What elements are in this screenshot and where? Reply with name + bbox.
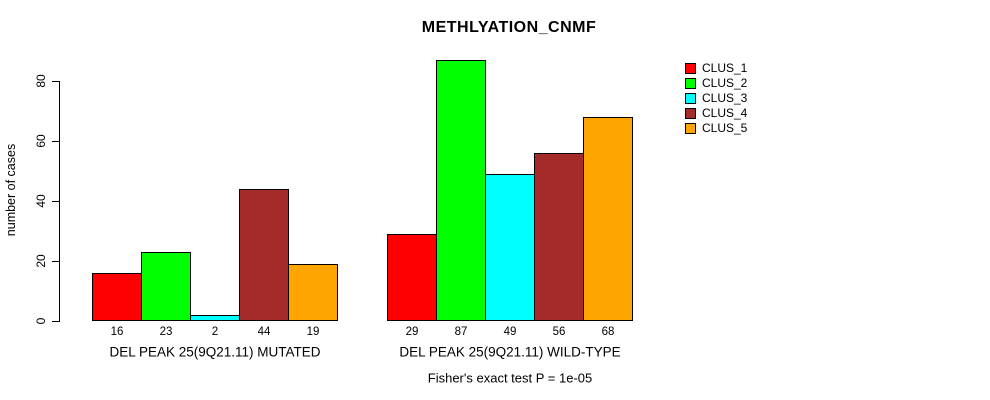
y-tick xyxy=(52,321,59,322)
y-tick-label: 60 xyxy=(34,134,48,148)
bar-value-label: 23 xyxy=(159,326,173,338)
bar-clus_3-group1 xyxy=(190,315,240,321)
bar-clus_1-group1 xyxy=(92,273,142,321)
y-tick xyxy=(52,81,59,82)
bar-value-label: 68 xyxy=(601,326,615,338)
legend-item-clus_5: CLUS_5 xyxy=(685,121,747,136)
x-group-label: DEL PEAK 25(9Q21.11) MUTATED xyxy=(109,344,321,360)
y-tick xyxy=(52,201,59,202)
y-tick-label: 0 xyxy=(34,317,48,325)
bar-clus_3-group2 xyxy=(485,174,535,321)
stat-annotation: Fisher's exact test P = 1e-05 xyxy=(427,370,593,386)
x-group-label: DEL PEAK 25(9Q21.11) WILD-TYPE xyxy=(399,344,621,360)
legend-label: CLUS_5 xyxy=(702,121,748,135)
legend-label: CLUS_3 xyxy=(702,91,748,105)
bar-value-label: 56 xyxy=(552,326,566,338)
bar-value-label: 2 xyxy=(211,326,219,338)
y-tick xyxy=(52,141,59,142)
y-tick xyxy=(52,261,59,262)
chart-title: METHLYATION_CNMF xyxy=(421,19,597,36)
legend-label: CLUS_1 xyxy=(702,61,748,75)
legend-label: CLUS_2 xyxy=(702,76,748,90)
bar-clus_5-group2 xyxy=(583,117,633,321)
legend-swatch-clus_4 xyxy=(685,108,696,119)
legend-label: CLUS_4 xyxy=(702,106,748,120)
legend-item-clus_3: CLUS_3 xyxy=(685,91,747,106)
bar-clus_2-group2 xyxy=(436,60,486,321)
y-tick-label: 40 xyxy=(34,194,48,208)
legend-item-clus_1: CLUS_1 xyxy=(685,61,747,76)
bar-clus_5-group1 xyxy=(288,264,338,321)
bar-clus_2-group1 xyxy=(141,252,191,321)
y-tick-label: 80 xyxy=(34,74,48,88)
bar-value-label: 29 xyxy=(405,326,419,338)
legend-item-clus_2: CLUS_2 xyxy=(685,76,747,91)
bar-clus_1-group2 xyxy=(387,234,437,321)
legend: CLUS_1 CLUS_2 CLUS_3 CLUS_4 CLUS_5 xyxy=(685,61,747,136)
y-tick-label: 20 xyxy=(34,254,48,268)
legend-swatch-clus_2 xyxy=(685,78,696,89)
legend-swatch-clus_3 xyxy=(685,93,696,104)
bar-clus_4-group2 xyxy=(534,153,584,321)
legend-swatch-clus_5 xyxy=(685,123,696,134)
bar-value-label: 87 xyxy=(454,326,468,338)
bar-value-label: 49 xyxy=(503,326,517,338)
bar-value-label: 19 xyxy=(306,326,320,338)
legend-swatch-clus_1 xyxy=(685,63,696,74)
y-axis-line xyxy=(59,81,60,322)
bar-clus_4-group1 xyxy=(239,189,289,321)
bar-value-label: 16 xyxy=(110,326,124,338)
bar-value-label: 44 xyxy=(257,326,271,338)
legend-item-clus_4: CLUS_4 xyxy=(685,106,747,121)
